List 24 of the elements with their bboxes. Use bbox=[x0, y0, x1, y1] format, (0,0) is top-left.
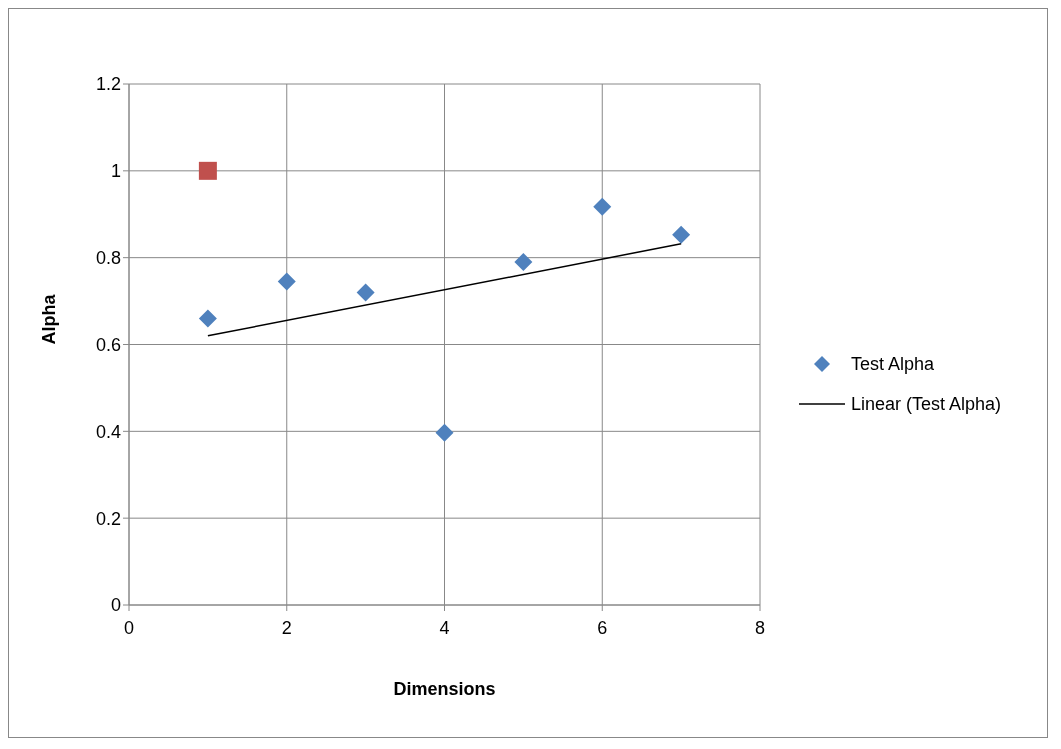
x-axis-title: Dimensions bbox=[393, 679, 496, 699]
point bbox=[277, 272, 296, 291]
point bbox=[672, 225, 691, 244]
point bbox=[435, 423, 454, 442]
y-axis-title: Alpha bbox=[39, 293, 60, 345]
x-tick-label: 2 bbox=[281, 617, 292, 638]
x-tick-label: 8 bbox=[754, 617, 766, 638]
y-tick-label: 1.2 bbox=[95, 74, 121, 95]
y-tick-label: 0.4 bbox=[95, 421, 121, 442]
y-tick-label: 0.2 bbox=[95, 508, 121, 529]
point bbox=[198, 161, 217, 180]
point bbox=[514, 253, 533, 272]
point bbox=[593, 197, 612, 216]
y-tick-label: 0 bbox=[110, 595, 121, 616]
x-tick-label: 4 bbox=[439, 617, 450, 638]
legend-label: Test Alpha bbox=[851, 353, 935, 375]
legend-label: Linear (Test Alpha) bbox=[851, 393, 1002, 415]
x-tick-label: 0 bbox=[123, 617, 135, 638]
x-tick-label: 6 bbox=[597, 617, 608, 638]
y-tick-label: 1 bbox=[110, 161, 121, 182]
y-tick-label: 0.6 bbox=[95, 334, 121, 355]
y-tick-label: 0.8 bbox=[95, 248, 121, 269]
point bbox=[198, 309, 217, 328]
point bbox=[356, 283, 375, 302]
